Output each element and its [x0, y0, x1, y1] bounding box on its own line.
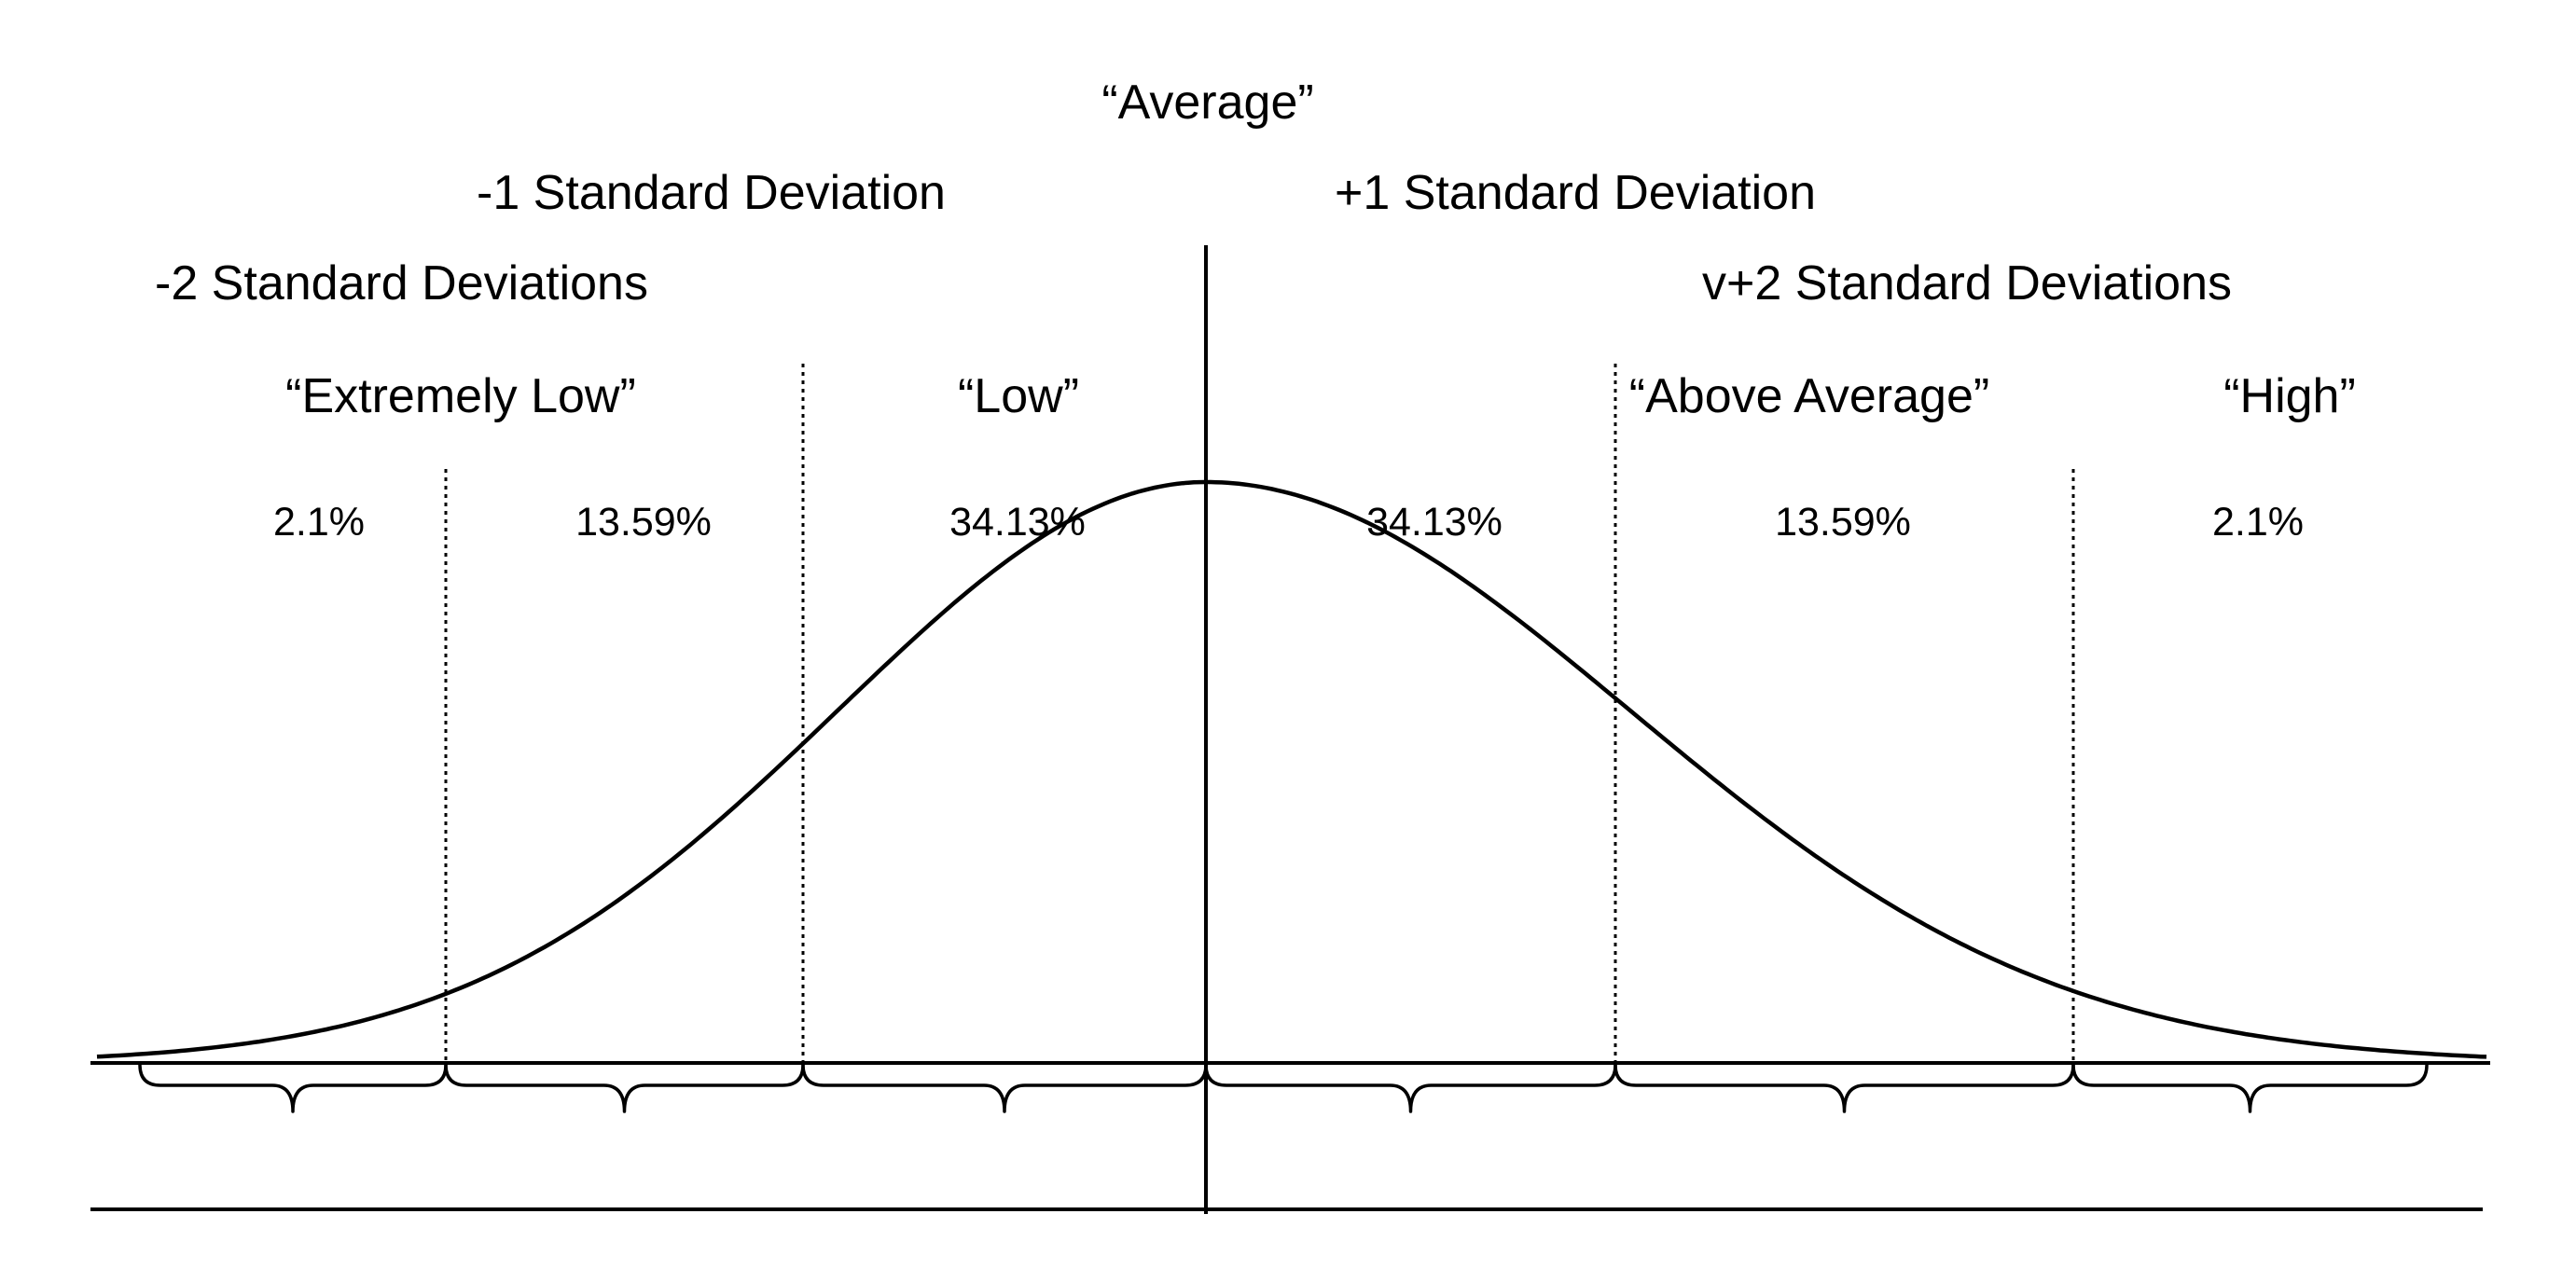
segment-brace	[444, 1064, 805, 1113]
minus-two-sd-label: -2 Standard Deviations	[155, 256, 648, 310]
segment-brace	[138, 1064, 448, 1113]
plus-two-sd-label: v+2 Standard Deviations	[1702, 256, 2232, 310]
above-average-label: “Above Average”	[1629, 369, 1989, 423]
percentage-label: 34.13%	[949, 500, 1086, 545]
bell-curve	[96, 479, 2487, 1059]
extremely-low-label: “Extremely Low”	[285, 369, 636, 423]
percentage-label: 2.1%	[273, 500, 365, 545]
percentage-label: 13.59%	[575, 500, 712, 545]
segment-brace	[801, 1064, 1208, 1113]
segment-brace	[2071, 1064, 2429, 1113]
plus-one-sd-label: +1 Standard Deviation	[1335, 166, 1816, 220]
percentage-label: 13.59%	[1775, 500, 1911, 545]
segment-braces	[138, 1064, 2429, 1113]
percentage-label: 34.13%	[1366, 500, 1503, 545]
minus-one-sd-label: -1 Standard Deviation	[477, 166, 946, 220]
low-label: “Low”	[958, 369, 1079, 423]
percentage-label: 2.1%	[2212, 500, 2304, 545]
high-label: “High”	[2223, 369, 2356, 423]
segment-brace	[1613, 1064, 2075, 1113]
segment-brace	[1204, 1064, 1617, 1113]
average-label: “Average”	[1101, 76, 1313, 130]
